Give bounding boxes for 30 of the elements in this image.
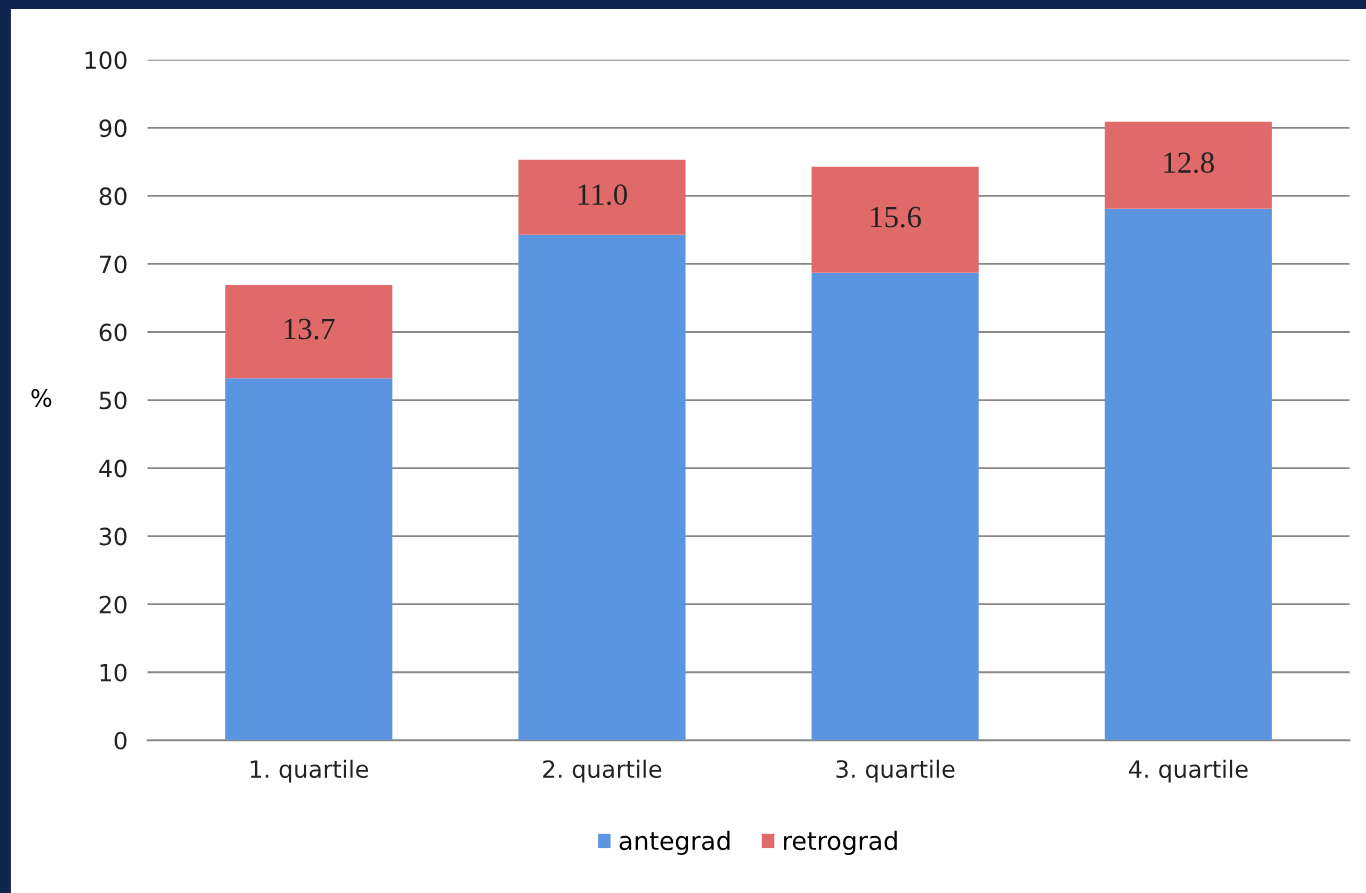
x-tick-label: 4. quartile bbox=[1128, 759, 1248, 783]
x-tick-label: 3. quartile bbox=[836, 759, 955, 783]
y-tick-label: 10 bbox=[100, 663, 127, 682]
bar bbox=[1104, 208, 1272, 741]
x-tick-label: 1. quartile bbox=[250, 759, 369, 783]
bar bbox=[225, 285, 393, 379]
y-tick-label: 40 bbox=[99, 459, 127, 478]
y-tick-label: 90 bbox=[99, 119, 127, 138]
y-tick-label: 60 bbox=[99, 323, 127, 342]
data-label: 12.8 bbox=[1164, 152, 1214, 174]
y-tick-label: 50 bbox=[99, 391, 127, 410]
bar bbox=[811, 272, 979, 741]
legend-label: antegrad bbox=[619, 830, 730, 856]
y-tick-label: 0 bbox=[114, 731, 127, 750]
y-tick-label: 30 bbox=[99, 527, 127, 546]
bar bbox=[811, 166, 979, 273]
y-tick-label: 80 bbox=[99, 187, 127, 206]
bar bbox=[518, 234, 686, 741]
data-label: 13.7 bbox=[284, 318, 335, 340]
data-label: 15.6 bbox=[871, 206, 921, 228]
y-tick-label: 20 bbox=[99, 595, 127, 614]
legend-label: retrograd bbox=[784, 830, 897, 856]
x-tick-label: 2. quartile bbox=[543, 759, 662, 783]
bar bbox=[225, 378, 393, 741]
bar bbox=[1104, 121, 1272, 209]
y-tick-label: 70 bbox=[99, 255, 127, 274]
bar bbox=[518, 159, 686, 235]
y-axis-title: % bbox=[31, 389, 52, 407]
y-tick-label: 100 bbox=[85, 51, 127, 70]
data-label: 11.0 bbox=[578, 184, 627, 206]
